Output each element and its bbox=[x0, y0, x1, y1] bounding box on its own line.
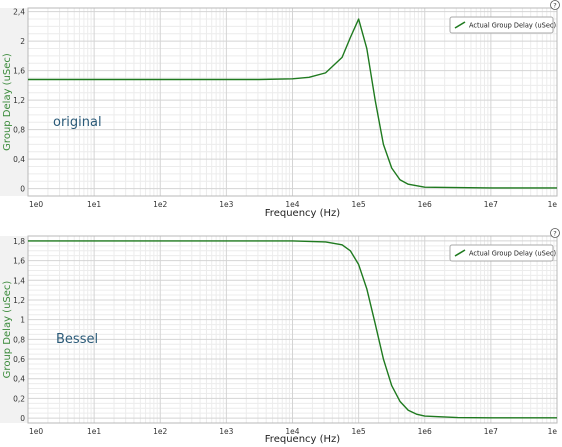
major-gridlines bbox=[27, 8, 558, 196]
y-tick-label: 0,8 bbox=[13, 335, 25, 344]
x-tick-label: 1e5 bbox=[352, 200, 366, 209]
help-icon bbox=[550, 228, 560, 238]
x-tick-label: 1e5 bbox=[352, 427, 366, 436]
x-tick-label: 1e4 bbox=[285, 200, 299, 209]
legend-swatch bbox=[454, 21, 466, 29]
plot-frame bbox=[27, 7, 558, 197]
x-tick-label: 1e3 bbox=[219, 200, 233, 209]
legend-swatch bbox=[454, 249, 466, 257]
x-tick-label: 1e6 bbox=[418, 427, 432, 436]
group-delay-chart-bessel: 1e0 1e1 1e2 1e3 1e4 1e5 1e6 1e7 1e 0 0,2 0,4 0,6 0,8 1… bbox=[0, 224, 562, 447]
series-line-group-delay bbox=[28, 18, 557, 189]
chart-annotation: original bbox=[53, 115, 102, 130]
y-axis-strip bbox=[0, 236, 28, 423]
x-tick-label: 1e1 bbox=[87, 200, 101, 209]
series-line-group-delay bbox=[28, 240, 557, 419]
x-tick-label: 1e7 bbox=[484, 427, 498, 436]
y-tick-label: 1,8 bbox=[13, 237, 25, 246]
legend: Actual Group Delay (uSec) bbox=[449, 244, 556, 262]
y-tick-label: 1 bbox=[20, 316, 25, 325]
x-axis-label: Frequency (Hz) bbox=[265, 208, 341, 219]
help-icon bbox=[550, 0, 560, 10]
help-glyph: ? bbox=[553, 229, 556, 237]
x-tick-label: 1e7 bbox=[484, 200, 498, 209]
x-tick-label: 1e bbox=[548, 200, 558, 209]
x-tick-label: 1e0 bbox=[29, 427, 43, 436]
x-tick-label: 1e0 bbox=[29, 200, 43, 209]
y-tick-label: 1,6 bbox=[13, 257, 25, 266]
x-tick-label: 1e3 bbox=[219, 427, 233, 436]
x-axis-label: Frequency (Hz) bbox=[265, 434, 341, 445]
y-tick-label: 1,2 bbox=[13, 296, 25, 305]
plot-frame bbox=[27, 235, 558, 424]
y-axis-label: Group Delay (uSec) bbox=[2, 53, 13, 151]
x-tick-label: 1e2 bbox=[153, 427, 167, 436]
legend-box bbox=[449, 16, 554, 34]
minor-gridlines bbox=[28, 236, 557, 423]
y-tick-label: 0,8 bbox=[13, 126, 25, 135]
y-tick-label: 1,4 bbox=[13, 276, 25, 285]
y-tick-label: 0,6 bbox=[13, 355, 25, 364]
legend-box bbox=[449, 244, 554, 262]
x-tick-label: 1e1 bbox=[87, 427, 101, 436]
legend-label: Actual Group Delay (uSec) bbox=[469, 250, 556, 258]
chart-svg-original: 1e0 1e1 1e2 1e3 1e4 1e5 1e6 1e7 1e00,40,81,21,62… bbox=[0, 0, 560, 219]
group-delay-chart-original: 1e0 1e1 1e2 1e3 1e4 1e5 1e6 1e7 1e 0 0,4 0,8 1,2 1,6 2… bbox=[0, 0, 560, 219]
help-button[interactable]: ? bbox=[550, 228, 560, 238]
y-tick-label: 1,6 bbox=[13, 67, 25, 76]
y-tick-label: 2 bbox=[20, 37, 25, 46]
chart-annotation: Bessel bbox=[56, 332, 98, 347]
x-tick-label: 1e6 bbox=[418, 200, 432, 209]
y-axis-strip bbox=[0, 8, 28, 196]
chart-svg-bessel: 1e0 1e1 1e2 1e3 1e4 1e5 1e6 1e7 1e00,20,40,60,81… bbox=[0, 228, 560, 445]
y-tick-label: 2,4 bbox=[13, 8, 25, 17]
legend-label: Actual Group Delay (uSec) bbox=[469, 22, 556, 30]
y-tick-label: 0 bbox=[20, 414, 25, 423]
y-tick-label: 1,2 bbox=[13, 96, 25, 105]
help-glyph: ? bbox=[553, 1, 556, 9]
x-tick-label: 1e2 bbox=[153, 200, 167, 209]
y-tick-label: 0,2 bbox=[13, 394, 25, 403]
y-axis-label: Group Delay (uSec) bbox=[2, 281, 13, 379]
help-button[interactable]: ? bbox=[550, 0, 560, 10]
y-tick-label: 0,4 bbox=[13, 155, 25, 164]
x-tick-label: 1e bbox=[548, 427, 558, 436]
legend: Actual Group Delay (uSec) bbox=[449, 16, 556, 34]
x-tick-label: 1e4 bbox=[285, 427, 299, 436]
y-tick-label: 0 bbox=[20, 185, 25, 194]
y-tick-label: 0,4 bbox=[13, 375, 25, 384]
